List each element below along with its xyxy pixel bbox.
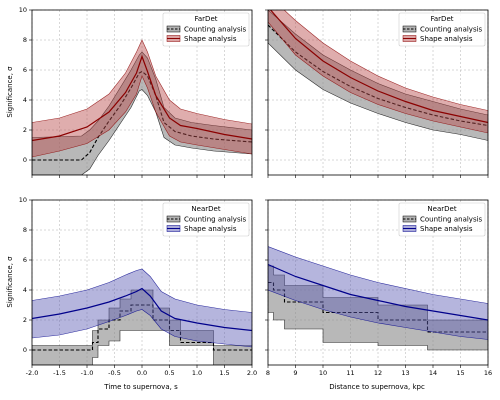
legend-title: FarDet xyxy=(431,15,454,23)
shape-band xyxy=(32,268,252,348)
ylabel-bottom: Significance, σ xyxy=(6,256,14,308)
y-tick-label: 4 xyxy=(23,286,27,294)
x-tick-label: 9 xyxy=(293,369,297,377)
series-layer xyxy=(32,39,252,175)
x-tick-label: 13 xyxy=(401,369,409,377)
x-tick-label: 8 xyxy=(266,369,270,377)
legend-box xyxy=(162,12,250,47)
shape-line xyxy=(268,263,488,321)
counting-line xyxy=(32,70,252,161)
x-tick-label: 11 xyxy=(346,369,354,377)
counting-line xyxy=(268,24,488,127)
legend-box xyxy=(398,202,486,237)
y-tick-label: 6 xyxy=(23,256,27,264)
counting-line xyxy=(268,281,488,333)
counting-band xyxy=(268,265,488,351)
y-tick-label: 0 xyxy=(23,346,27,354)
x-tick-label: -1.0 xyxy=(81,369,94,377)
x-tick-label: 12 xyxy=(374,369,382,377)
xlabel-left: Time to supernova, s xyxy=(103,383,178,391)
shape-band xyxy=(268,246,488,340)
shape-band xyxy=(32,39,252,158)
x-tick-label: 15 xyxy=(456,369,464,377)
x-tick-label: 1.0 xyxy=(192,369,202,377)
x-tick-label: 10 xyxy=(319,369,327,377)
x-tick-label: -0.5 xyxy=(108,369,121,377)
legend-label: Shape analysis xyxy=(184,35,237,43)
counting-line xyxy=(32,304,252,351)
legend-label: Counting analysis xyxy=(184,216,247,224)
y-tick-label: 10 xyxy=(19,6,27,14)
y-tick-label: 4 xyxy=(23,96,27,104)
counting-band xyxy=(32,289,252,365)
x-tick-label: -1.5 xyxy=(53,369,66,377)
y-tick-label: 8 xyxy=(23,36,27,44)
legend-box xyxy=(398,12,486,47)
legend-label: Counting analysis xyxy=(420,216,483,224)
shape-line xyxy=(269,10,488,124)
legend-title: NearDet xyxy=(191,205,220,213)
counting-band xyxy=(32,51,252,175)
legend-label: Shape analysis xyxy=(420,35,473,43)
series-layer xyxy=(268,10,488,141)
legend-title: FarDet xyxy=(195,15,218,23)
shape-line xyxy=(32,54,252,142)
y-tick-label: 8 xyxy=(23,226,27,234)
shape-band xyxy=(268,10,488,134)
series-layer xyxy=(32,268,252,365)
y-tick-label: 0 xyxy=(23,156,27,164)
x-tick-label: 0.5 xyxy=(164,369,174,377)
x-tick-label: 14 xyxy=(429,369,437,377)
x-tick-label: 0.0 xyxy=(137,369,147,377)
x-tick-label: 1.5 xyxy=(219,369,229,377)
legend-label: Counting analysis xyxy=(420,26,483,34)
legend-label: Shape analysis xyxy=(184,225,237,233)
legend-title: NearDet xyxy=(427,205,456,213)
legend-label: Counting analysis xyxy=(184,26,247,34)
ylabel-top: Significance, σ xyxy=(6,66,14,118)
y-tick-label: 6 xyxy=(23,66,27,74)
y-tick-label: 2 xyxy=(23,316,27,324)
shape-line xyxy=(32,287,252,332)
counting-band xyxy=(268,10,488,141)
legend-box xyxy=(162,202,250,237)
panel-bottom-left: -2.0 -1.5 -1.0 -0.5 0.0 0.5 1.0 1.5 2.0 0 2 4 6 8 10 Ne… xyxy=(19,196,257,377)
x-tick-label: 16 xyxy=(484,369,492,377)
x-tick-label: -2.0 xyxy=(26,369,39,377)
legend-label: Shape analysis xyxy=(420,225,473,233)
xlabel-right: Distance to supernova, kpc xyxy=(329,383,425,391)
panel-bottom-right: 8 9 10 11 12 13 14 15 16 NearDet Counting analysis… xyxy=(265,199,492,377)
series-layer xyxy=(268,246,488,351)
x-tick-label: 2.0 xyxy=(247,369,257,377)
y-tick-label: 2 xyxy=(23,126,27,134)
y-tick-label: 10 xyxy=(19,196,27,204)
